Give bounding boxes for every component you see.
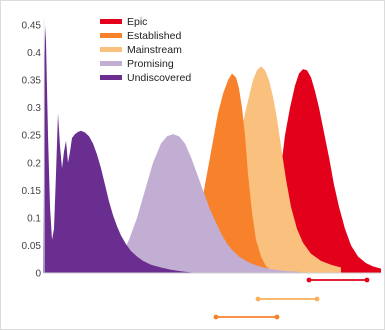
- axes: [43, 19, 381, 274]
- y-axis-ticks: 0 0.05 0.1 0.15 0.2 0.25 0.3 0.35 0.4 0.45: [22, 21, 42, 280]
- y-tick-label: 0.4: [27, 48, 41, 59]
- legend-swatch-established: [100, 33, 122, 38]
- y-tick-label: 0.25: [22, 131, 42, 142]
- range-markers: [213, 277, 370, 320]
- range-marker-start: [255, 296, 261, 302]
- legend-swatch-undiscovered: [100, 75, 122, 80]
- y-tick-label: 0.35: [22, 76, 42, 87]
- range-marker-start: [213, 314, 219, 320]
- range-marker-end: [274, 314, 280, 320]
- y-tick-label: 0: [35, 269, 41, 280]
- area-promising: [101, 134, 301, 273]
- y-tick-label: 0.2: [27, 158, 41, 169]
- y-tick-label: 0.15: [22, 186, 42, 197]
- series-areas: [43, 25, 381, 273]
- legend-label-mainstream: Mainstream: [127, 44, 182, 56]
- legend-swatch-mainstream: [100, 47, 122, 52]
- range-marker-end: [314, 296, 320, 302]
- legend-swatch-promising: [100, 61, 122, 66]
- area-undiscovered: [43, 25, 191, 273]
- range-marker-start: [306, 277, 312, 283]
- y-tick-label: 0.45: [22, 21, 42, 32]
- legend-swatch-epic: [100, 19, 122, 24]
- legend: Epic Established Mainstream Promising Undisc…: [100, 16, 191, 84]
- legend-label-epic: Epic: [127, 16, 147, 28]
- range-marker-end: [364, 277, 370, 283]
- y-tick-label: 0.1: [27, 213, 41, 224]
- y-tick-label: 0.3: [27, 103, 41, 114]
- legend-label-promising: Promising: [127, 58, 174, 70]
- legend-label-undiscovered: Undiscovered: [127, 72, 191, 84]
- legend-label-established: Established: [127, 30, 181, 42]
- y-tick-label: 0.05: [22, 241, 42, 252]
